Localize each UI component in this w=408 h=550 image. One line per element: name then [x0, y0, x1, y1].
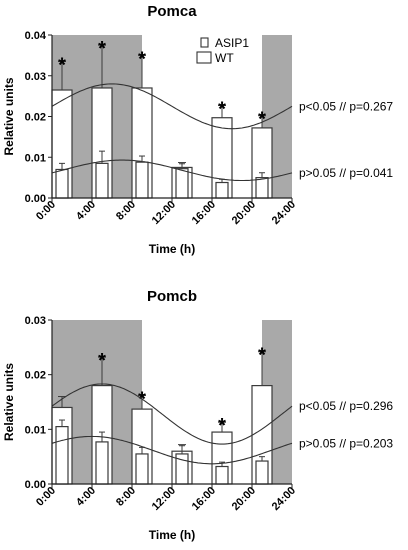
- chart2-bar-asip1-6: [255, 460, 269, 485]
- chart1-title: Pomca: [147, 3, 197, 20]
- chart1-x-tick-label-4: 12:00: [150, 199, 178, 227]
- chart2-x-tick-label-3: 8:00: [114, 485, 138, 509]
- chart1-y-tick-label-3: 0.02: [25, 112, 46, 124]
- chart1-x-tick-label-2: 4:00: [74, 199, 98, 223]
- chart1-bar-asip1-2: [95, 162, 109, 199]
- chart1-y-tick-label-2: 0.01: [25, 152, 46, 164]
- chart1-fit-curve-asip1: [51, 159, 293, 182]
- chart2-x-axis-label: Time (h): [149, 528, 195, 542]
- chart2-bar-asip1-1: [55, 426, 69, 485]
- chart2-y-tick-label-3: 0.02: [25, 370, 46, 382]
- chart2-significance-star-6: *: [258, 345, 266, 367]
- chart2-fit-curve-wt: [51, 383, 293, 445]
- chart1-bar-asip1-6: [255, 177, 269, 199]
- chart1-significance-star-5: *: [218, 98, 226, 120]
- chart1-x-tick-label-7: 24:00: [270, 199, 298, 227]
- chart2-x-tick-label-6: 20:00: [230, 485, 258, 513]
- chart1-x-axis-label: Time (h): [149, 242, 195, 256]
- chart2-x-tick-label-7: 24:00: [270, 485, 298, 513]
- legend-asip1-swatch: [200, 37, 209, 48]
- chart2-y-tick-label-2: 0.01: [25, 424, 46, 436]
- chart2-bar-asip1-3: [135, 453, 149, 485]
- chart1-bar-asip1-3: [135, 161, 149, 199]
- chart1-significance-star-1: *: [58, 54, 66, 76]
- chart2-y-tick-label-4: 0.03: [25, 315, 46, 327]
- legend-asip1-label: ASIP1: [215, 36, 249, 50]
- chart2-fit-annotation-wt: p<0.05 // p=0.296: [299, 399, 393, 413]
- legend-wt-label: WT: [215, 51, 234, 65]
- chart1-x-tick-label-6: 20:00: [230, 199, 258, 227]
- chart1-bar-asip1-1: [55, 168, 69, 199]
- chart2-fit-curve-asip1: [51, 435, 293, 465]
- chart2-title: Pomcb: [147, 288, 197, 305]
- legend-wt-swatch: [196, 51, 212, 64]
- chart1-bar-asip1-5: [215, 181, 229, 199]
- chart1-x-tick-label-3: 8:00: [114, 199, 138, 223]
- chart1-fit-annotation-asip1: p>0.05 // p=0.041: [299, 166, 393, 180]
- chart2-x-tick-label-2: 4:00: [74, 485, 98, 509]
- chart1-y-axis-label: Relative units: [2, 77, 16, 155]
- chart2-significance-star-5: *: [218, 415, 226, 437]
- chart1-x-tick-label-5: 16:00: [190, 199, 218, 227]
- chart2-y-axis-label: Relative units: [2, 363, 16, 441]
- chart2-bar-asip1-2: [95, 441, 109, 485]
- chart1-significance-star-6: *: [258, 109, 266, 131]
- chart1-fit-curve-wt: [51, 83, 293, 130]
- chart1-significance-star-2: *: [98, 38, 106, 60]
- chart2-x-tick-label-4: 12:00: [150, 485, 178, 513]
- chart1-significance-star-3: *: [138, 48, 146, 70]
- chart2-bar-asip1-5: [215, 465, 229, 485]
- chart1-bar-asip1-4: [175, 168, 189, 199]
- chart2-fit-annotation-asip1: p>0.05 // p=0.203: [299, 436, 393, 450]
- chart2-x-tick-label-5: 16:00: [190, 485, 218, 513]
- chart1-fit-annotation-wt: p<0.05 // p=0.267: [299, 99, 393, 113]
- chart2-y-tick-label-1: 0.00: [25, 479, 46, 491]
- chart1-y-tick-label-1: 0.00: [25, 193, 46, 205]
- chart1-y-tick-label-4: 0.03: [25, 71, 46, 83]
- chart1-y-tick-label-5: 0.04: [25, 30, 47, 42]
- chart2-significance-star-2: *: [98, 350, 106, 372]
